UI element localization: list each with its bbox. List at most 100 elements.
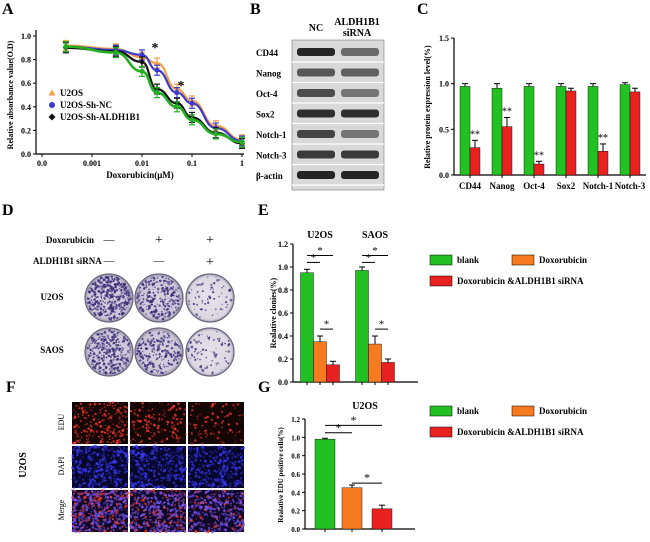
a-legend-label: U2OS — [60, 88, 83, 98]
g-bar — [341, 487, 363, 530]
g-ytick: 0.8 — [291, 453, 300, 461]
a-ytick: 1.0 — [21, 32, 31, 41]
a-legend-marker — [49, 102, 55, 108]
a-point — [154, 60, 161, 66]
doxo-mark-2: + — [155, 233, 163, 248]
a-point — [139, 52, 145, 58]
blot-band-sirna — [341, 68, 379, 77]
g-group-label: U2OS — [352, 401, 378, 412]
c-ytick: 1.0 — [439, 80, 449, 89]
panel-letter-d: D — [2, 202, 14, 219]
c-bar — [565, 90, 577, 176]
a-point — [239, 139, 245, 145]
blot-row-label: Sox2 — [256, 110, 275, 120]
e-ylabel: Realative clonies(%) — [269, 277, 278, 348]
c-ytick: 0.0 — [439, 171, 449, 180]
blot-band-nc — [297, 109, 335, 118]
e-bar — [313, 341, 327, 383]
g-ytick: 0.0 — [291, 526, 300, 534]
blot-row-label: Notch-3 — [256, 151, 287, 161]
a-point — [139, 58, 145, 65]
a-ytick: 0.6 — [21, 79, 31, 88]
sirna-mark-2: — — [153, 255, 166, 267]
blot-row-label: β-actin — [256, 171, 283, 181]
blot-band-sirna — [341, 130, 379, 138]
blot-band-sirna — [341, 109, 379, 118]
c-category-label: Nanog — [489, 181, 515, 191]
edu-cell-line-label: U2OS — [18, 452, 29, 478]
e-ytick: 0.6 — [278, 309, 288, 318]
doxo-mark-1: — — [103, 234, 116, 246]
e-ytick: 0.4 — [278, 332, 288, 341]
c-annotation: ** — [502, 106, 512, 117]
c-category-label: Notch-1 — [583, 181, 614, 191]
g-ytick: 0.6 — [291, 471, 300, 479]
a-point — [154, 90, 160, 96]
a-ylabel: Relative absorbance value(O.D) — [6, 40, 15, 149]
c-bar — [533, 163, 545, 176]
a-point — [113, 50, 119, 56]
panel-letter-b: B — [250, 1, 261, 18]
e-ytick: 0.2 — [278, 355, 288, 364]
e-group-label: U2OS — [307, 230, 333, 241]
e-annotation: * — [311, 252, 317, 264]
c-bar — [629, 91, 641, 176]
edu-row-label-edu: EDU — [57, 414, 66, 431]
c-bar — [523, 86, 535, 176]
blot-row-label: CD44 — [256, 48, 278, 58]
e-group-label: SAOS — [362, 230, 389, 241]
c-annotation: ** — [534, 150, 544, 161]
blot-band-sirna — [341, 89, 379, 97]
e-bar — [368, 343, 382, 383]
a-point — [63, 44, 69, 50]
a-xtick: 1 — [240, 159, 244, 168]
blot-band-nc — [297, 150, 335, 159]
g-bar — [314, 438, 336, 530]
a-xlabel: Doxorubicin(μM) — [106, 170, 174, 180]
e-annotation: * — [366, 252, 372, 264]
g-ytick: 1.0 — [291, 434, 300, 442]
panel-e-legend: blank Doxorubicin Doxorubicin &ALDH1B1 siR… — [429, 254, 587, 287]
panel-d-colony-formation: Doxorubicin ALDH1B1 siRNA — + + — — + U2… — [33, 233, 235, 377]
blot-band-nc — [297, 130, 335, 138]
legend-label: blank — [457, 255, 479, 265]
e-ytick: 1.2 — [278, 240, 288, 249]
blot-band-nc — [297, 68, 335, 77]
blot-band-sirna — [341, 48, 379, 56]
blot-row-label: Nanog — [256, 69, 282, 79]
g-annotation: * — [364, 471, 370, 485]
a-xtick: 0.01 — [135, 159, 149, 168]
panel-letter-e: E — [258, 202, 269, 219]
e-bar — [326, 364, 340, 383]
edu-row-label-merge: Merge — [57, 499, 66, 520]
panel-b-western-blot: NC ALDH1B1 siRNA CD44 Nanog Oct-4 Sox2 Notch… — [256, 17, 385, 191]
a-ytick: 0.8 — [21, 56, 31, 65]
legend-label: blank — [457, 406, 479, 416]
c-ylabel: Relative protein expression level(%) — [423, 45, 432, 169]
panel-g-edu-chart: 0.0 0.2 0.4 0.6 0.8 1.0 1.2 U2OS Realative EDU p… — [277, 401, 415, 534]
doxo-mark-3: + — [206, 233, 214, 248]
a-point — [189, 100, 195, 106]
c-bar — [491, 88, 503, 176]
panel-letter-g: G — [258, 379, 271, 396]
a-legend-marker — [48, 113, 56, 121]
panel-letter-f: F — [6, 379, 16, 396]
legend-swatch — [429, 405, 453, 417]
c-bar — [459, 86, 471, 176]
e-annotation: * — [317, 245, 323, 257]
a-point — [213, 131, 219, 137]
e-annotation: * — [324, 319, 330, 331]
a-point — [154, 67, 160, 73]
a-xtick: 0.001 — [83, 159, 101, 168]
legend-label: Doxorubicin — [539, 255, 587, 265]
c-bar — [469, 147, 481, 176]
colony-row-u2os: U2OS — [40, 292, 63, 302]
panel-g-legend: blank Doxorubicin Doxorubicin &ALDH1B1 siR… — [429, 405, 587, 438]
panel-letter-a: A — [2, 1, 14, 18]
c-category-label: Sox2 — [557, 181, 576, 191]
colony-dish — [134, 273, 184, 323]
c-bar — [555, 86, 567, 176]
panel-c-protein-expression-chart: 0.0 0.5 1.0 1.5 Relative protein expression … — [423, 34, 646, 191]
a-point — [139, 68, 145, 74]
